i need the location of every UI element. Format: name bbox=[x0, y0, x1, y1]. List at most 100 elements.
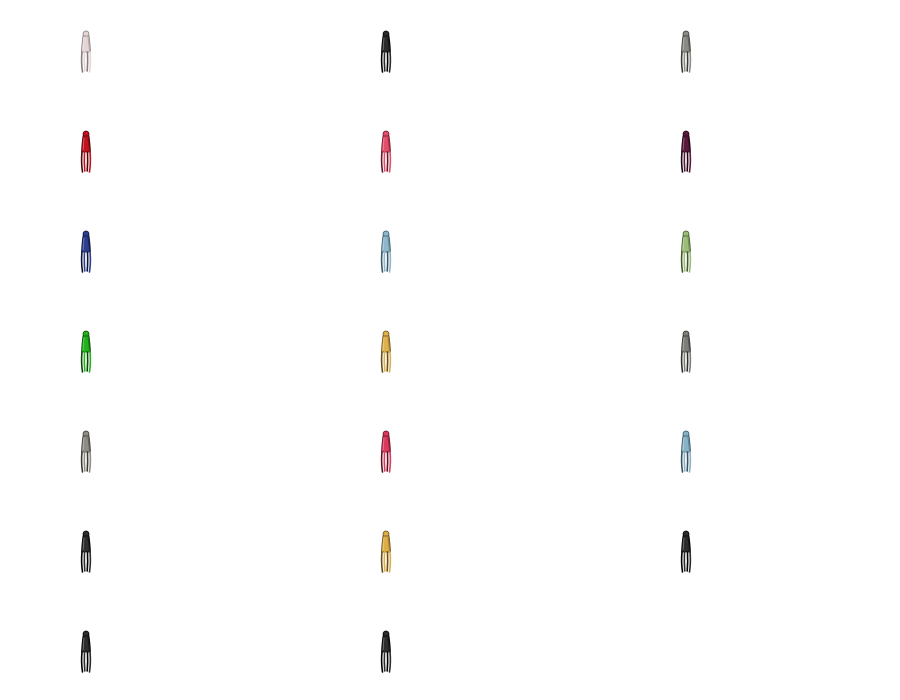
sprite-tentacle bbox=[88, 551, 92, 573]
sprite-tentacle bbox=[80, 51, 84, 73]
tentacle-sprite-icon bbox=[680, 30, 692, 73]
sprite-highlight bbox=[82, 637, 85, 651]
sprite-shade bbox=[87, 637, 90, 651]
sprite-tentacle bbox=[680, 251, 684, 273]
tentacle-sprite-icon bbox=[80, 430, 92, 473]
sprite-cell-green bbox=[78, 330, 94, 374]
sprite-tentacle bbox=[80, 551, 84, 573]
sprite-shade bbox=[387, 437, 390, 451]
sprite-tentacle bbox=[380, 251, 384, 273]
sprite-tentacle bbox=[680, 151, 684, 173]
sprite-tentacle bbox=[680, 351, 684, 373]
sprite-highlight bbox=[682, 37, 685, 51]
sprite-cell-white bbox=[78, 30, 94, 74]
sprite-tentacle bbox=[380, 351, 384, 373]
sprite-highlight bbox=[382, 337, 385, 351]
tentacle-sprite-icon bbox=[80, 130, 92, 173]
tentacle-sprite-icon bbox=[380, 630, 392, 673]
sprite-cell-grey bbox=[678, 330, 694, 374]
tentacle-sprite-icon bbox=[80, 330, 92, 373]
sprite-tentacle bbox=[688, 551, 692, 573]
sprite-highlight bbox=[682, 337, 685, 351]
sprite-highlight bbox=[82, 237, 85, 251]
sprite-cell-gold bbox=[378, 330, 394, 374]
sprite-tentacle bbox=[80, 351, 84, 373]
sprite-shade bbox=[87, 37, 90, 51]
sprite-highlight bbox=[382, 437, 385, 451]
tentacle-sprite-icon bbox=[80, 530, 92, 573]
sprite-tentacle bbox=[388, 151, 392, 173]
sprite-shade bbox=[87, 337, 90, 351]
sprite-shade bbox=[387, 637, 390, 651]
sprite-highlight bbox=[382, 637, 385, 651]
sprite-tentacle bbox=[388, 351, 392, 373]
tentacle-sprite-icon bbox=[380, 230, 392, 273]
tentacle-sprite-icon bbox=[680, 230, 692, 273]
sprite-tentacle bbox=[88, 251, 92, 273]
sprite-cell-black bbox=[378, 30, 394, 74]
tentacle-sprite-icon bbox=[380, 30, 392, 73]
sprite-shade bbox=[687, 537, 690, 551]
sprite-cell-sage bbox=[678, 230, 694, 274]
sprite-cell-plum bbox=[678, 130, 694, 174]
sprite-shade bbox=[687, 337, 690, 351]
tentacle-sprite-icon bbox=[680, 430, 692, 473]
sprite-tentacle bbox=[88, 151, 92, 173]
sprite-tentacle bbox=[380, 451, 384, 473]
sprite-tentacle bbox=[680, 551, 684, 573]
sprite-shade bbox=[687, 137, 690, 151]
sprite-cell-gold bbox=[378, 530, 394, 574]
sprite-tentacle bbox=[380, 651, 384, 673]
sprite-tentacle bbox=[80, 251, 84, 273]
sprite-highlight bbox=[382, 137, 385, 151]
sprite-highlight bbox=[382, 37, 385, 51]
tentacle-sprite-icon bbox=[380, 530, 392, 573]
sprite-tentacle bbox=[80, 651, 84, 673]
sprite-tentacle bbox=[88, 451, 92, 473]
sprite-tentacle bbox=[688, 251, 692, 273]
sprite-tentacle bbox=[688, 151, 692, 173]
sprite-cell-grey bbox=[78, 430, 94, 474]
tentacle-sprite-icon bbox=[680, 530, 692, 573]
sprite-highlight bbox=[382, 237, 385, 251]
sprite-highlight bbox=[82, 437, 85, 451]
sprite-tentacle bbox=[680, 51, 684, 73]
sprite-tentacle bbox=[380, 551, 384, 573]
sprite-tentacle bbox=[388, 251, 392, 273]
tentacle-sprite-icon bbox=[380, 330, 392, 373]
sprite-shade bbox=[687, 237, 690, 251]
sprite-cell-red bbox=[78, 130, 94, 174]
tentacle-sprite-icon bbox=[380, 430, 392, 473]
sprite-tentacle bbox=[688, 451, 692, 473]
sprite-tentacle bbox=[388, 551, 392, 573]
tentacle-sprite-icon bbox=[680, 130, 692, 173]
sprite-highlight bbox=[82, 337, 85, 351]
sprite-shade bbox=[687, 437, 690, 451]
sprite-tentacle bbox=[388, 651, 392, 673]
sprite-tentacle bbox=[80, 451, 84, 473]
tentacle-sprite-icon bbox=[680, 330, 692, 373]
sprite-shade bbox=[387, 137, 390, 151]
sprite-cell-black bbox=[678, 530, 694, 574]
sprite-cell-black bbox=[378, 630, 394, 674]
sprite-tentacle bbox=[388, 51, 392, 73]
sprite-tentacle bbox=[80, 151, 84, 173]
sprite-shade bbox=[387, 37, 390, 51]
sprite-highlight bbox=[382, 537, 385, 551]
sprite-cell-black bbox=[78, 630, 94, 674]
tentacle-sprite-icon bbox=[80, 630, 92, 673]
sprite-highlight bbox=[682, 437, 685, 451]
sprite-highlight bbox=[82, 137, 85, 151]
sprite-highlight bbox=[82, 537, 85, 551]
sprite-shade bbox=[387, 337, 390, 351]
sprite-cell-crimson bbox=[378, 430, 394, 474]
sprite-cell-light-blue bbox=[678, 430, 694, 474]
sprite-tentacle bbox=[388, 451, 392, 473]
sprite-tentacle bbox=[680, 451, 684, 473]
sprite-tentacle bbox=[688, 351, 692, 373]
sprite-shade bbox=[87, 437, 90, 451]
sprite-tentacle bbox=[88, 351, 92, 373]
sprite-shade bbox=[87, 537, 90, 551]
sprite-highlight bbox=[682, 137, 685, 151]
